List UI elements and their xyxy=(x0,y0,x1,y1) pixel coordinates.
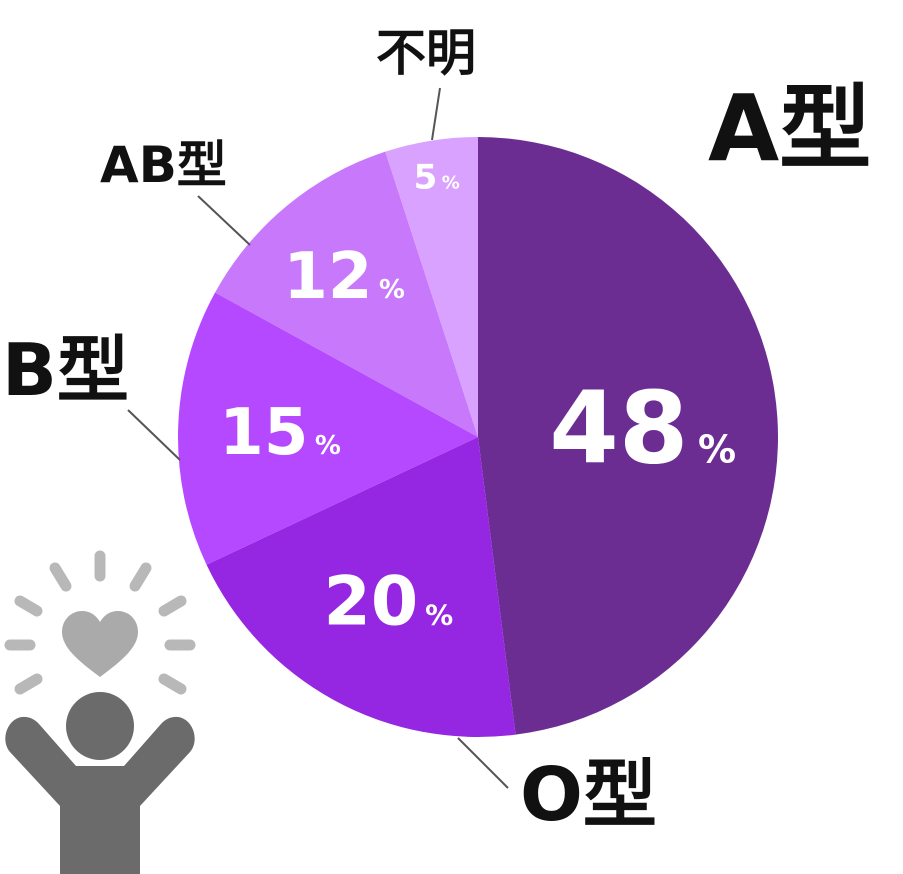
leader-line-5 xyxy=(431,87,441,141)
leader-lines xyxy=(127,87,509,789)
slice-2 xyxy=(206,437,516,737)
category-label-2: O型 xyxy=(520,752,657,838)
person-head xyxy=(66,692,134,760)
pie-slices xyxy=(178,137,779,737)
percent-label-3: 15% xyxy=(219,396,341,470)
leader-line-4 xyxy=(197,195,251,246)
slice-1 xyxy=(478,137,779,735)
percent-label-1: 48% xyxy=(549,370,736,487)
percent-label-5: 5% xyxy=(414,157,460,197)
rays xyxy=(4,550,196,695)
percent-labels: 48 % 20 % 15 % 12 % 5% xyxy=(219,157,736,641)
leader-line-2 xyxy=(457,737,509,789)
person-body xyxy=(5,716,195,874)
percent-label-4: 12% xyxy=(283,240,405,314)
leader-line-3 xyxy=(127,409,181,461)
percent-label-2: 20% xyxy=(324,562,454,641)
person-cheering-heart-icon xyxy=(4,550,196,874)
heart-icon xyxy=(62,611,138,677)
slice-4 xyxy=(215,151,478,437)
category-label-1: A型 xyxy=(708,75,871,182)
category-label-3: B型 xyxy=(2,328,129,412)
category-label-4: AB型 xyxy=(100,136,227,194)
category-labels: A型 O型 B型 AB型 不明 xyxy=(2,24,871,838)
category-label-5: 不明 xyxy=(376,24,476,82)
slice-5 xyxy=(385,137,478,437)
slice-3 xyxy=(178,292,478,565)
